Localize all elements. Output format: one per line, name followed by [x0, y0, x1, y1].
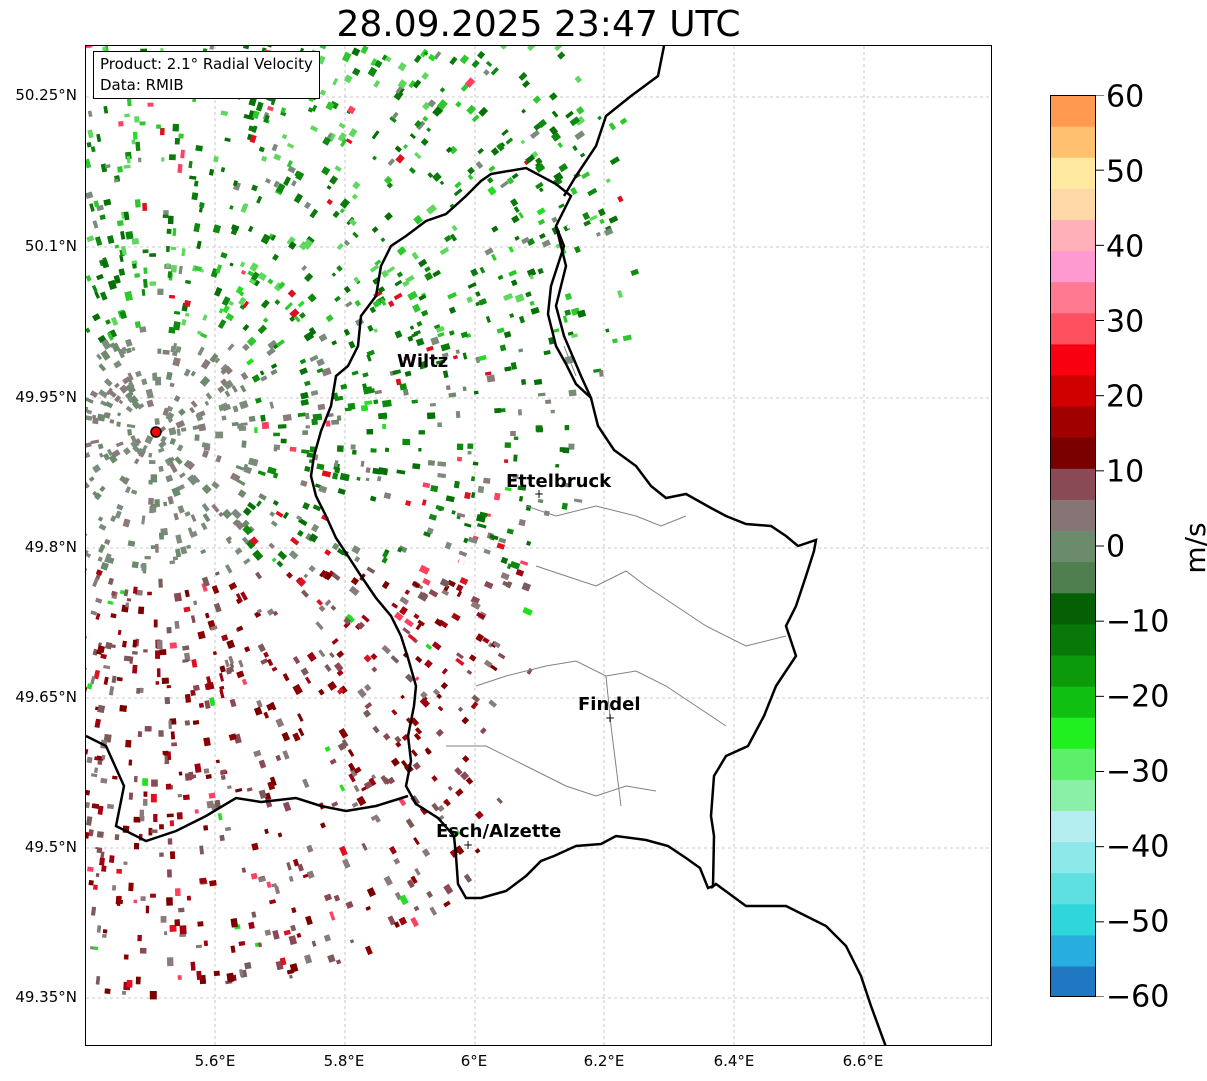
city-label-wiltz: Wiltz [397, 351, 449, 372]
colorbar-segment [1050, 592, 1096, 625]
product-label: Product: 2.1° Radial Velocity [100, 55, 313, 73]
colorbar-segment [1050, 374, 1096, 407]
colorbar-segment [1050, 499, 1096, 531]
lat-tick: 50.1°N [24, 237, 77, 255]
lat-tick: 50.25°N [15, 86, 77, 104]
city-label-esch: Esch/Alzette [436, 821, 562, 842]
lon-tick: 6.2°E [583, 1052, 625, 1070]
colorbar-tick: −50 [1106, 904, 1170, 940]
lon-tick: 6.4°E [713, 1052, 755, 1070]
product-info-box: Product: 2.1° Radial Velocity Data: RMIB [93, 51, 320, 99]
data-source-label: Data: RMIB [100, 76, 184, 94]
svg-text:+: + [605, 711, 615, 725]
colorbar-tick: −30 [1106, 754, 1170, 790]
svg-text:+: + [534, 487, 544, 501]
lat-tick: 49.5°N [24, 838, 77, 856]
colorbar-segment [1050, 312, 1096, 345]
colorbar-segment [1050, 126, 1096, 158]
colorbar-tick: −40 [1106, 829, 1170, 865]
gridlines [86, 46, 991, 1045]
colorbar-segment [1050, 281, 1096, 314]
colorbar-segment [1050, 686, 1096, 718]
lat-tick: 49.95°N [15, 388, 77, 406]
colorbar-segment [1050, 779, 1096, 811]
colorbar-segment [1050, 343, 1096, 376]
colorbar-tick: −60 [1106, 979, 1170, 1015]
lat-tick: 49.35°N [15, 988, 77, 1006]
colorbar-segment [1050, 748, 1096, 780]
map-area[interactable]: + + + [85, 45, 992, 1046]
lon-tick: 5.6°E [194, 1052, 236, 1070]
colorbar-segment [1050, 903, 1096, 936]
colorbar-segment [1050, 219, 1096, 252]
colorbar-segment [1050, 188, 1096, 220]
colorbar-segment [1050, 250, 1096, 283]
svg-text:+: + [463, 838, 473, 852]
lat-tick: 49.8°N [24, 538, 77, 556]
colorbar-tick: 0 [1106, 529, 1126, 565]
colorbar-segment [1050, 561, 1096, 594]
colorbar-tick: 30 [1106, 304, 1145, 340]
lon-tick: 6.6°E [842, 1052, 884, 1070]
colorbar-tick: 20 [1106, 379, 1145, 415]
city-label-findel: Findel [578, 694, 641, 715]
colorbar-segment [1050, 654, 1096, 687]
lat-tick: 49.65°N [15, 688, 77, 706]
colorbar-segment [1050, 530, 1096, 563]
colorbar-segment [1050, 406, 1096, 438]
lon-tick: 6°E [460, 1052, 488, 1070]
colorbar-segment [1050, 468, 1096, 500]
city-label-ettelbruck: Ettelbruck [506, 471, 612, 492]
colorbar-tick: −20 [1106, 679, 1170, 715]
colorbar-tick: 50 [1106, 154, 1145, 190]
colorbar-segment [1050, 437, 1096, 469]
chart-title: 28.09.2025 23:47 UTC [336, 4, 741, 45]
colorbar-segment [1050, 872, 1096, 905]
radar-map: + + + [86, 46, 991, 1045]
borders: + + + [86, 46, 887, 1045]
colorbar-label: m/s [1179, 522, 1207, 574]
colorbar-segment [1050, 623, 1096, 656]
colorbar-segment [1050, 965, 1096, 997]
colorbar-tick: 60 [1106, 79, 1145, 115]
colorbar-segment [1050, 934, 1096, 967]
colorbar-segment [1050, 841, 1096, 874]
colorbar-tick: 10 [1106, 454, 1145, 490]
colorbar-segment [1050, 157, 1096, 189]
colorbar-segment [1050, 810, 1096, 843]
colorbar-tick: −10 [1106, 604, 1170, 640]
colorbar-tick: 40 [1106, 229, 1145, 265]
lon-tick: 5.8°E [323, 1052, 365, 1070]
colorbar [1050, 95, 1104, 997]
colorbar-segment [1050, 717, 1096, 749]
colorbar-segment [1050, 95, 1096, 127]
radar-site-marker [150, 426, 162, 438]
